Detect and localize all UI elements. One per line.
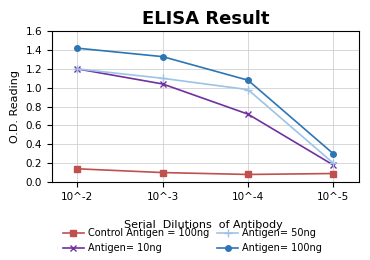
Text: Serial  Dilutions  of Antibody: Serial Dilutions of Antibody xyxy=(124,220,283,230)
Y-axis label: O.D. Reading: O.D. Reading xyxy=(10,70,20,143)
Line: Antigen= 100ng: Antigen= 100ng xyxy=(75,46,336,157)
Line: Control Antigen = 100ng: Control Antigen = 100ng xyxy=(75,166,336,177)
Antigen= 100ng xyxy=(161,55,165,58)
Antigen= 10ng xyxy=(331,164,336,167)
Antigen= 50ng xyxy=(331,161,336,165)
Line: Antigen= 50ng: Antigen= 50ng xyxy=(73,65,337,167)
Antigen= 100ng xyxy=(246,79,250,82)
Antigen= 50ng xyxy=(246,88,250,91)
Antigen= 10ng xyxy=(161,82,165,86)
Control Antigen = 100ng xyxy=(331,172,336,175)
Antigen= 100ng xyxy=(75,47,80,50)
Line: Antigen= 10ng: Antigen= 10ng xyxy=(74,66,337,168)
Antigen= 100ng xyxy=(331,152,336,155)
Antigen= 10ng xyxy=(75,67,80,70)
Title: ELISA Result: ELISA Result xyxy=(142,10,269,28)
Control Antigen = 100ng xyxy=(246,173,250,176)
Antigen= 10ng xyxy=(246,113,250,116)
Antigen= 50ng xyxy=(161,77,165,80)
Control Antigen = 100ng xyxy=(75,167,80,170)
Control Antigen = 100ng xyxy=(161,171,165,174)
Legend: Control Antigen = 100ng, Antigen= 10ng, Antigen= 50ng, Antigen= 100ng: Control Antigen = 100ng, Antigen= 10ng, … xyxy=(61,226,324,255)
Antigen= 50ng xyxy=(75,67,80,70)
